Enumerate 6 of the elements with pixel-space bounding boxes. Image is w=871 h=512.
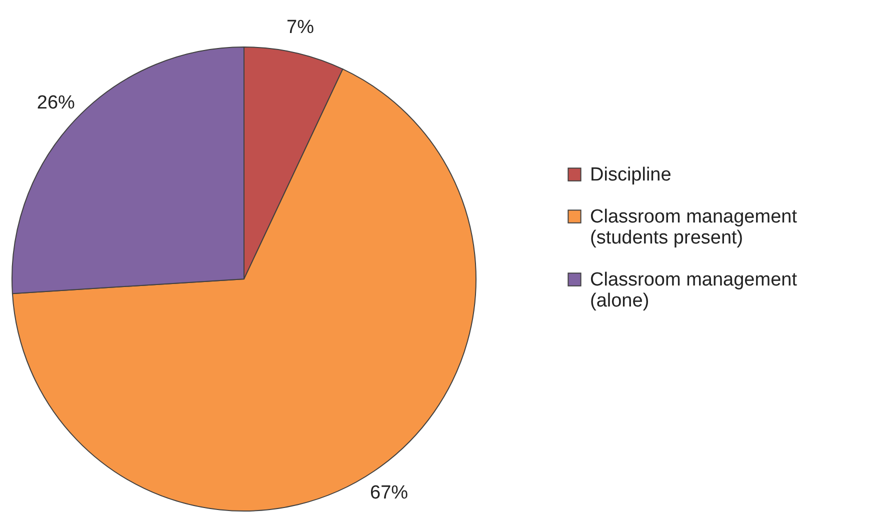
data-label: 7% <box>286 17 314 38</box>
data-label: 67% <box>370 482 408 504</box>
legend-label: Classroom management (students present) <box>590 206 798 248</box>
data-label: 26% <box>36 92 76 114</box>
legend-label: Classroom management (alone) <box>590 270 798 312</box>
legend-label: Discipline <box>590 164 672 186</box>
